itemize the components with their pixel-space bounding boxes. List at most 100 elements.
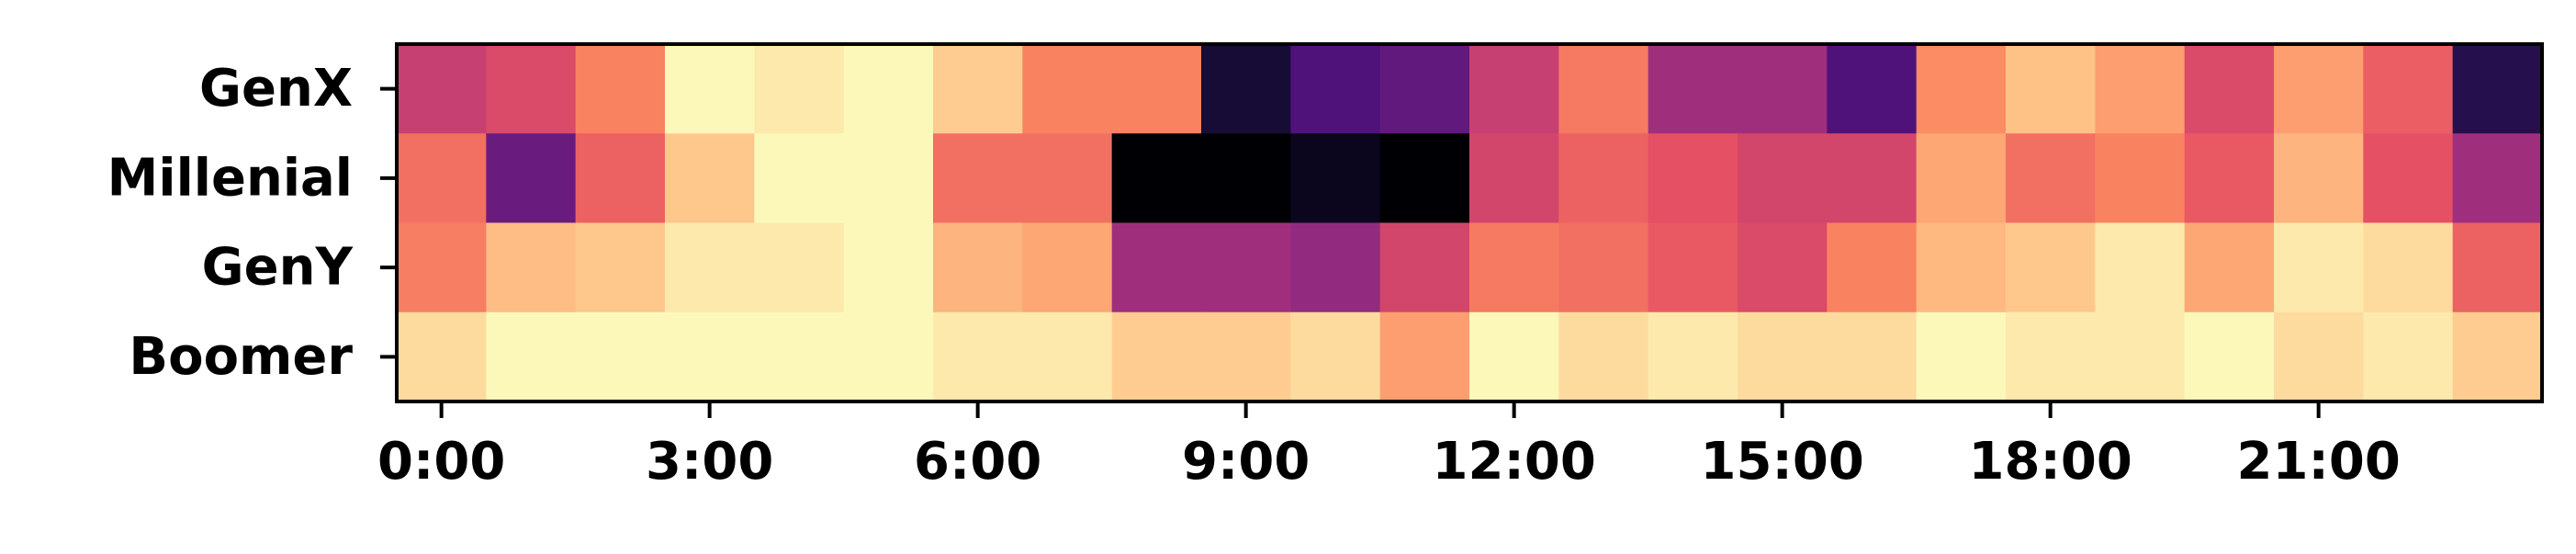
heatmap-cell-geny-10 [1290, 222, 1381, 313]
heatmap-cell-genx-6 [933, 44, 1023, 134]
heatmap-cell-boomer-16 [1827, 311, 1918, 402]
heatmap-cell-genx-18 [2006, 44, 2096, 134]
heatmap-cell-millenial-18 [2006, 133, 2096, 224]
heatmap-cell-boomer-17 [1916, 311, 2007, 402]
heatmap-cell-millenial-14 [1648, 133, 1738, 224]
heatmap-cell-millenial-17 [1916, 133, 2007, 224]
plot-frame [395, 42, 2544, 403]
heatmap-cell-geny-15 [1738, 222, 1828, 313]
heatmap-cell-millenial-5 [843, 133, 934, 224]
heatmap-cell-boomer-18 [2006, 311, 2096, 402]
heatmap-cell-boomer-3 [665, 311, 755, 402]
heatmap-cell-genx-11 [1379, 44, 1470, 134]
heatmap-cell-geny-19 [2095, 222, 2186, 313]
x-axis: 0:00 3:00 6:00 9:00 12:00 15:00 18:00 21:00 [377, 401, 2401, 492]
heatmap-cell-millenial-13 [1558, 133, 1649, 224]
heatmap-cell-millenial-4 [754, 133, 845, 224]
heatmap-cell-boomer-22 [2363, 311, 2454, 402]
heatmap-cell-genx-15 [1738, 44, 1828, 134]
heatmap-cell-boomer-14 [1648, 311, 1738, 402]
heatmap-cell-genx-7 [1022, 44, 1113, 134]
heatmap-cell-geny-9 [1201, 222, 1291, 313]
x-tick-label: 21:00 [2237, 432, 2401, 492]
heatmap-cell-genx-21 [2274, 44, 2364, 134]
heatmap-cell-geny-12 [1469, 222, 1559, 313]
heatmap-cell-geny-3 [665, 222, 755, 313]
heatmap-cell-geny-14 [1648, 222, 1738, 313]
heatmap-cell-boomer-8 [1111, 311, 1202, 402]
heatmap-cell-genx-2 [575, 44, 666, 134]
heatmap-cell-millenial-16 [1827, 133, 1918, 224]
heatmap-cell-genx-14 [1648, 44, 1738, 134]
heatmap-cell-genx-9 [1201, 44, 1291, 134]
heatmap-cell-geny-20 [2184, 222, 2275, 313]
heatmap-cell-genx-17 [1916, 44, 2007, 134]
heatmap-cell-geny-18 [2006, 222, 2096, 313]
heatmap-cell-boomer-13 [1558, 311, 1649, 402]
heatmap-cell-genx-19 [2095, 44, 2186, 134]
heatmap-cell-geny-17 [1916, 222, 2007, 313]
heatmap-cell-boomer-15 [1738, 311, 1828, 402]
y-tick-label: GenX [199, 59, 353, 119]
heatmap-cell-millenial-19 [2095, 133, 2186, 224]
x-tick-label: 9:00 [1182, 432, 1310, 492]
heatmap-cell-boomer-1 [486, 311, 577, 402]
heatmap-cell-boomer-4 [754, 311, 845, 402]
heatmap-cell-boomer-6 [933, 311, 1023, 402]
heatmap-cell-boomer-5 [843, 311, 934, 402]
heatmap-cell-millenial-22 [2363, 133, 2454, 224]
x-tick-label: 15:00 [1701, 432, 1864, 492]
heatmap-cell-millenial-7 [1022, 133, 1113, 224]
heatmap-cell-geny-8 [1111, 222, 1202, 313]
heatmap-cell-geny-6 [933, 222, 1023, 313]
heatmap-cell-millenial-2 [575, 133, 666, 224]
x-tick-label: 3:00 [646, 432, 773, 492]
heatmap-cell-genx-12 [1469, 44, 1559, 134]
heatmap-cell-millenial-0 [397, 133, 487, 224]
heatmap-cell-genx-23 [2452, 44, 2543, 134]
heatmap-cell-geny-22 [2363, 222, 2454, 313]
heatmap-cell-geny-21 [2274, 222, 2364, 313]
heatmap-cell-geny-4 [754, 222, 845, 313]
heatmap-cell-geny-2 [575, 222, 666, 313]
heatmap-cell-genx-10 [1290, 44, 1381, 134]
y-tick-label: Boomer [129, 327, 353, 387]
heatmap-cell-genx-4 [754, 44, 845, 134]
heatmap-cell-geny-13 [1558, 222, 1649, 313]
heatmap-cell-millenial-9 [1201, 133, 1291, 224]
heatmap-cell-genx-8 [1111, 44, 1202, 134]
heatmap-cell-boomer-19 [2095, 311, 2186, 402]
heatmap-cell-genx-5 [843, 44, 934, 134]
heatmap-cell-genx-3 [665, 44, 755, 134]
heatmap-cell-geny-16 [1827, 222, 1918, 313]
heatmap-cell-genx-13 [1558, 44, 1649, 134]
x-tick-label: 0:00 [377, 432, 505, 492]
heatmap-cell-millenial-3 [665, 133, 755, 224]
heatmap-cell-millenial-11 [1379, 133, 1470, 224]
heatmap-cell-boomer-12 [1469, 311, 1559, 402]
heatmap-cell-millenial-1 [486, 133, 577, 224]
heatmap-cell-genx-16 [1827, 44, 1918, 134]
heatmap-cell-boomer-2 [575, 311, 666, 402]
heatmap-cell-genx-0 [397, 44, 487, 134]
heatmap-cell-millenial-21 [2274, 133, 2364, 224]
y-axis: GenX Millenial GenY Boomer [107, 59, 397, 387]
x-tick-label: 6:00 [914, 432, 1041, 492]
heatmap-cell-boomer-7 [1022, 311, 1113, 402]
heatmap-cell-millenial-12 [1469, 133, 1559, 224]
heatmap-cell-genx-20 [2184, 44, 2275, 134]
heatmap-cell-millenial-23 [2452, 133, 2543, 224]
heatmap-cells [397, 44, 2543, 402]
heatmap-cell-boomer-21 [2274, 311, 2364, 402]
heatmap-cell-geny-5 [843, 222, 934, 313]
y-tick-label: GenY [202, 238, 354, 298]
x-tick-label: 12:00 [1433, 432, 1596, 492]
heatmap-cell-boomer-23 [2452, 311, 2543, 402]
heatmap-cell-boomer-0 [397, 311, 487, 402]
heatmap-cell-millenial-20 [2184, 133, 2275, 224]
x-tick-label: 18:00 [1969, 432, 2132, 492]
heatmap-cell-geny-23 [2452, 222, 2543, 313]
y-tick-label: Millenial [107, 148, 353, 208]
heatmap-cell-boomer-11 [1379, 311, 1470, 402]
